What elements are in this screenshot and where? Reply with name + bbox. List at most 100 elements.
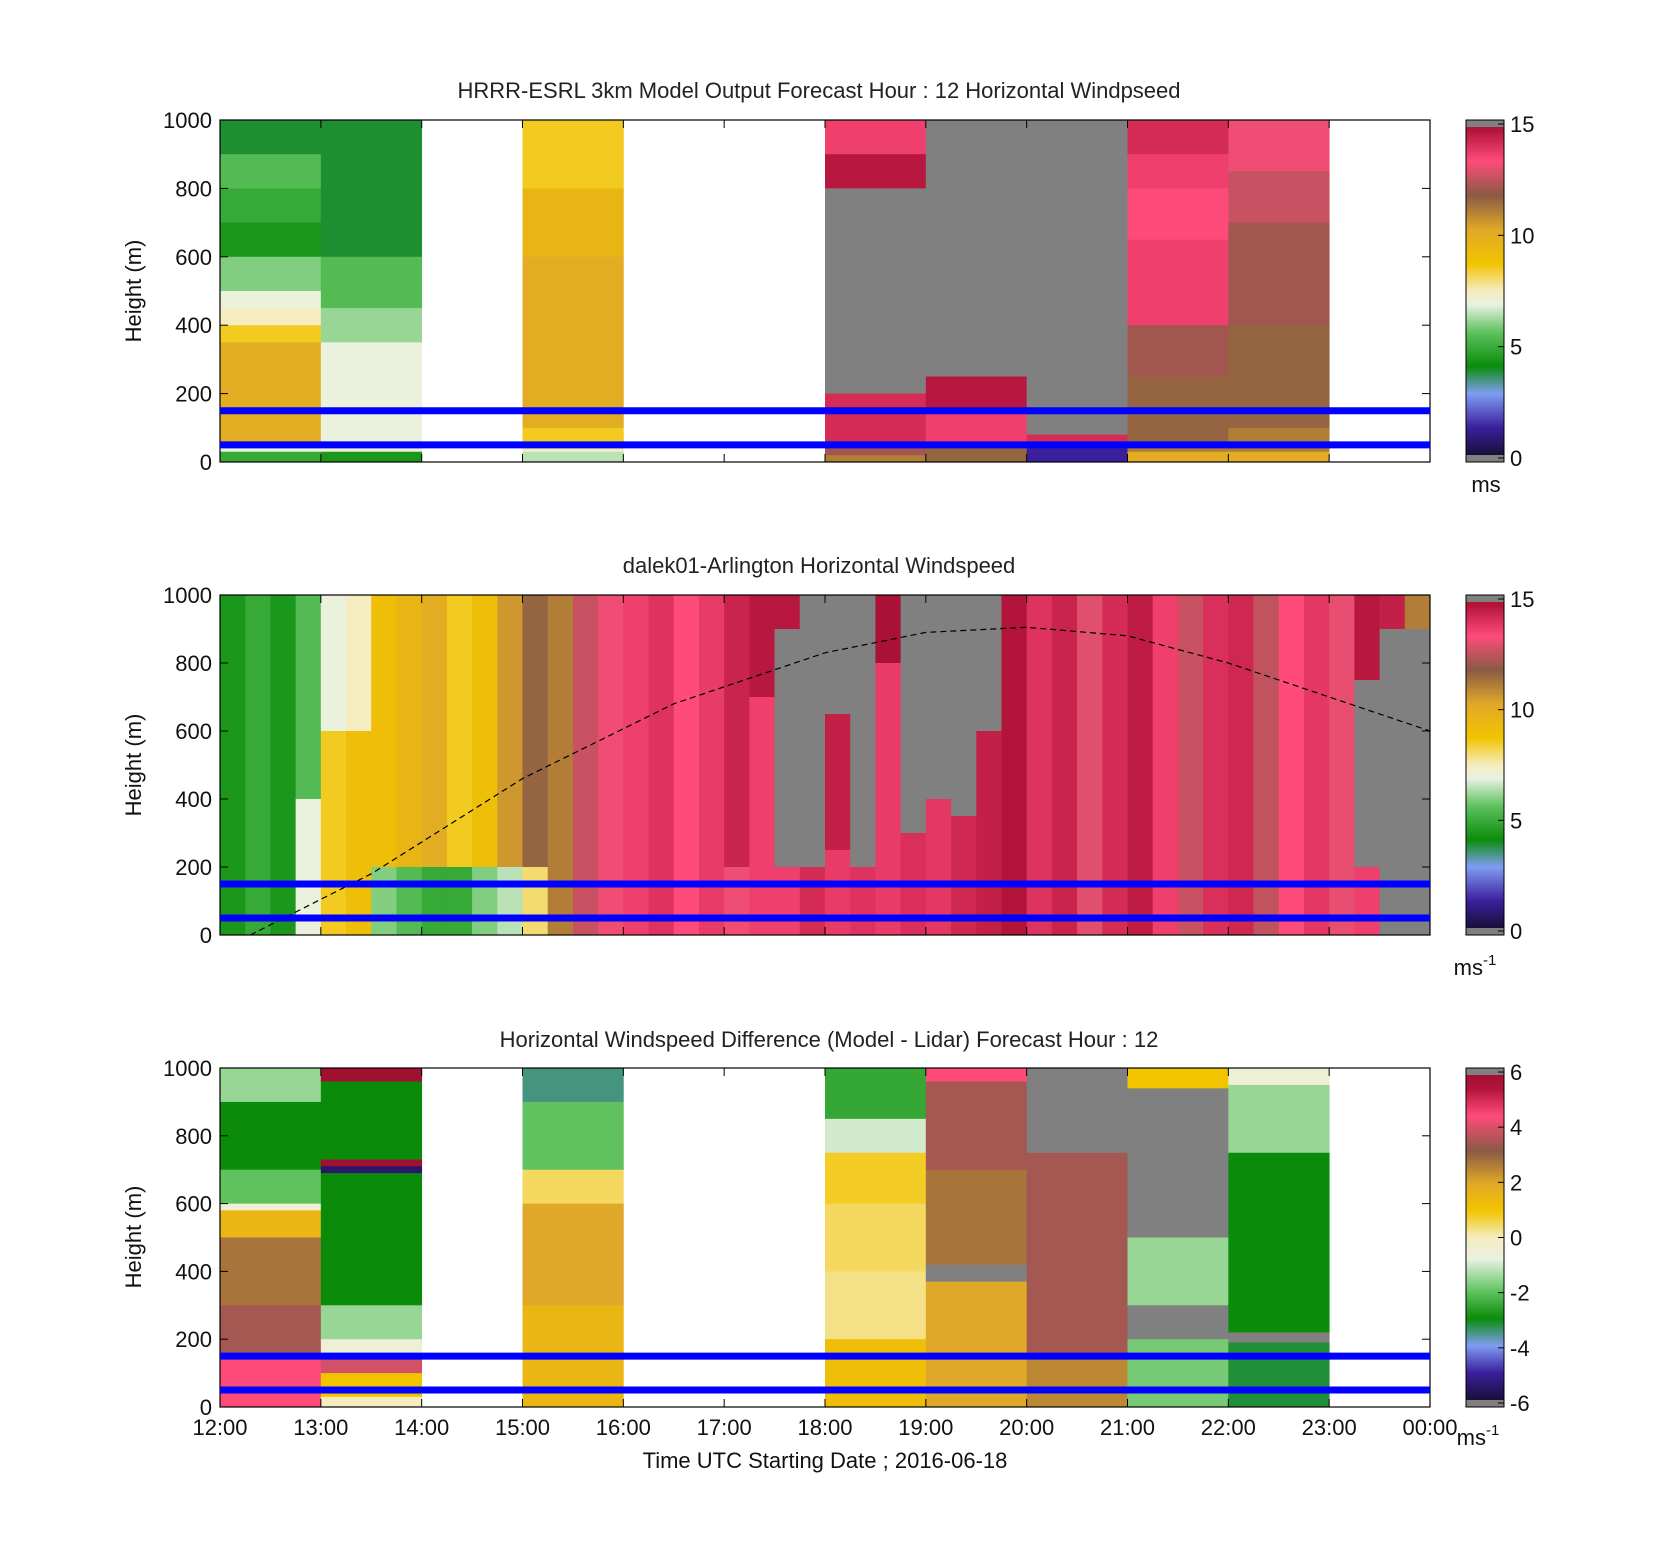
- heatmap-cell: [724, 867, 750, 936]
- panel-lidar-refs: [220, 880, 1430, 922]
- heatmap-cell: [698, 595, 725, 936]
- heatmap-cell: [320, 342, 423, 442]
- x-tick-label: 22:00: [1201, 1415, 1256, 1440]
- heatmap-cell: [320, 256, 423, 309]
- heatmap-cell: [900, 595, 927, 834]
- x-tick-label: 23:00: [1302, 1415, 1357, 1440]
- heatmap-cell: [925, 376, 1028, 412]
- panel-lidar-yticks: 0 200 400 600 800 1000: [163, 583, 1430, 948]
- heatmap-cell: [1026, 1356, 1128, 1408]
- heatmap-cell: [925, 1264, 1028, 1282]
- heatmap-cell: [446, 595, 473, 868]
- heatmap-cell: [295, 799, 322, 936]
- heatmap-cell: [1253, 595, 1280, 936]
- heatmap-cell: [1077, 595, 1103, 936]
- y-tick-label: 800: [175, 651, 212, 676]
- colorbar-speed-ticks: 0 5 10 15: [1498, 112, 1534, 471]
- heatmap-cell: [320, 1159, 423, 1167]
- heatmap-cell: [320, 595, 347, 732]
- heatmap-cell: [598, 595, 624, 936]
- heatmap-cell: [320, 308, 423, 343]
- heatmap-cell: [522, 1169, 624, 1204]
- heatmap-cell: [220, 1068, 322, 1103]
- heatmap-cell: [396, 595, 423, 868]
- heatmap-cell: [1228, 1068, 1330, 1086]
- colorbar-diff-ticks: -6 -4 -2 0 2 4 6: [1498, 1060, 1530, 1416]
- x-tick-label: 16:00: [596, 1415, 651, 1440]
- panel-lidar-colorbar: 0 5 10 15 ms-1: [1454, 587, 1535, 980]
- heatmap-cell: [1228, 427, 1330, 453]
- heatmap-cell: [220, 1356, 322, 1408]
- panel-model: HRRR-ESRL 3km Model Output Forecast Hour…: [121, 78, 1534, 497]
- x-tick-label: 19:00: [898, 1415, 953, 1440]
- heatmap-cell: [774, 595, 801, 630]
- panel-lidar: dalek01-Arlington Horizontal Windspeed 0…: [121, 553, 1534, 980]
- heatmap-cell: [1127, 1305, 1229, 1340]
- heatmap-cell: [925, 444, 1028, 463]
- heatmap-cell: [825, 188, 927, 394]
- heatmap-cell: [825, 595, 851, 715]
- panel-diff-colorbar: -6 -4 -2 0 2 4 6 ms-1: [1457, 1060, 1530, 1450]
- panel-diff: Horizontal Windspeed Difference (Model -…: [121, 1027, 1530, 1473]
- y-tick-label: 1000: [163, 1056, 212, 1081]
- heatmap-cell: [220, 1169, 322, 1204]
- heatmap-cell: [396, 867, 423, 936]
- heatmap-cell: [346, 731, 372, 936]
- panel-diff-refs: [220, 1352, 1430, 1394]
- heatmap-cell: [220, 154, 322, 189]
- heatmap-cell: [1228, 1152, 1330, 1333]
- colorbar-tick-label: 10: [1510, 223, 1534, 248]
- panel-lidar-dashed-curve: [250, 626, 1431, 936]
- x-tick-label: 12:00: [192, 1415, 247, 1440]
- colorbar-unit-base: ms: [1454, 955, 1483, 980]
- heatmap-cell: [925, 1169, 1028, 1266]
- colorbar-speed-gradient: [1465, 594, 1505, 936]
- heatmap-cell: [295, 595, 322, 800]
- heatmap-cell: [1127, 451, 1229, 463]
- heatmap-cell: [1228, 451, 1330, 463]
- y-tick-label: 800: [175, 176, 212, 201]
- panel-model-cells: [220, 120, 1330, 463]
- y-tick-label: 600: [175, 719, 212, 744]
- heatmap-cell: [976, 595, 1002, 732]
- heatmap-cell: [220, 1101, 322, 1171]
- heatmap-cell: [925, 1068, 1028, 1082]
- colorbar-tick-label: 6: [1510, 1060, 1522, 1085]
- y-tick-label: 0: [200, 450, 212, 475]
- x-tick-label: 18:00: [797, 1415, 852, 1440]
- x-tick-label: 13:00: [293, 1415, 348, 1440]
- heatmap-cell: [522, 427, 624, 442]
- heatmap-cell: [825, 1203, 927, 1272]
- heatmap-cell: [1026, 595, 1053, 936]
- heatmap-cell: [522, 451, 624, 463]
- heatmap-cell: [749, 697, 775, 936]
- heatmap-cell: [547, 595, 574, 936]
- heatmap-cell: [572, 595, 599, 936]
- heatmap-cell: [1379, 629, 1406, 936]
- heatmap-cell: [724, 595, 750, 868]
- heatmap-cell: [1026, 120, 1128, 436]
- heatmap-cell: [320, 1373, 423, 1398]
- heatmap-cell: [1127, 1339, 1229, 1408]
- y-tick-label: 0: [200, 1395, 212, 1420]
- panel-lidar-ylabel: Height (m): [121, 714, 146, 817]
- heatmap-cell: [1127, 1088, 1229, 1238]
- heatmap-cell: [925, 410, 1028, 446]
- heatmap-cell: [1228, 1332, 1330, 1343]
- colorbar-unit-exponent: -1: [1483, 952, 1496, 969]
- heatmap-cell: [799, 595, 826, 868]
- heatmap-cell: [774, 629, 801, 868]
- y-tick-label: 400: [175, 1259, 212, 1284]
- heatmap-cell: [320, 731, 347, 936]
- colorbar-tick-label: 15: [1510, 587, 1534, 612]
- heatmap-cell: [1354, 680, 1380, 868]
- heatmap-cell: [421, 867, 448, 936]
- heatmap-cell: [1026, 448, 1128, 463]
- heatmap-cell: [673, 595, 700, 936]
- y-tick-label: 600: [175, 245, 212, 270]
- heatmap-cell: [1228, 222, 1330, 326]
- heatmap-cell: [925, 1081, 1028, 1171]
- colorbar-tick-label: 0: [1510, 446, 1522, 471]
- panel-model-colorbar: 0 5 10 15 ms: [1465, 112, 1534, 497]
